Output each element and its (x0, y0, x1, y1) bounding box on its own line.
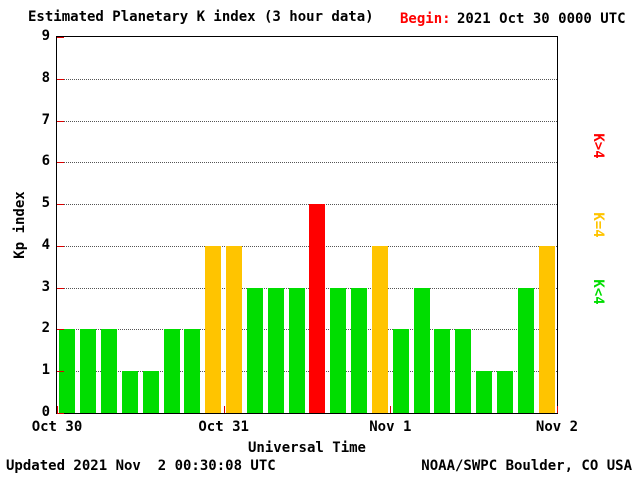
kp-bar (101, 329, 118, 413)
kp-bar (413, 287, 430, 413)
x-tick-label: Nov 2 (535, 419, 579, 435)
kp-bar (434, 329, 451, 413)
kp-bar (371, 245, 388, 413)
gridline (57, 120, 557, 122)
y-axis-tick (57, 287, 64, 289)
y-axis-tick (57, 413, 64, 414)
y-axis-tick (57, 37, 64, 38)
kp-bar (246, 287, 263, 413)
x-axis-tick (223, 406, 225, 413)
kp-bar (309, 204, 326, 413)
gridline (57, 287, 557, 289)
kp-bar (288, 287, 305, 413)
y-tick-label: 6 (41, 153, 50, 170)
kp-bar (330, 287, 347, 413)
y-axis-tick (57, 204, 64, 206)
y-tick-label: 8 (41, 69, 50, 86)
gridline (57, 329, 557, 331)
kp-bar (392, 329, 409, 413)
kp-bar (142, 371, 159, 413)
kp-bar (351, 287, 368, 413)
begin-start-time: 2021 Oct 30 0000 UTC (457, 11, 626, 27)
kp-bar (455, 329, 472, 413)
kp-bar (476, 371, 493, 413)
legend-label: K<4 (590, 279, 606, 305)
x-axis-title: Universal Time (247, 440, 366, 456)
y-tick-label: 2 (41, 320, 50, 337)
x-axis-tick (557, 406, 558, 413)
kp-bar (517, 287, 534, 413)
y-axis-tick (57, 120, 64, 122)
y-axis-tick (57, 245, 64, 247)
y-tick-label: 9 (41, 28, 50, 44)
kp-bar (163, 329, 180, 413)
kp-bar (121, 371, 138, 413)
kp-bar (205, 245, 222, 413)
x-axis-tick (390, 406, 392, 413)
y-tick-label: 7 (41, 111, 50, 128)
gridline (57, 204, 557, 206)
begin-label: Begin: (400, 11, 451, 27)
x-axis-tick (57, 406, 58, 413)
y-tick-label: 3 (41, 278, 50, 295)
y-axis-tick (57, 78, 64, 80)
y-tick-label: 1 (41, 362, 50, 379)
x-tick-label: Oct 30 (31, 419, 83, 435)
updated-timestamp: Updated 2021 Nov 2 00:30:08 UTC (6, 458, 276, 474)
legend-label: K=4 (590, 212, 606, 238)
kp-bar (226, 245, 243, 413)
x-tick-label: Nov 1 (369, 419, 412, 435)
gridline (57, 162, 557, 164)
y-axis-tick (57, 329, 64, 331)
kp-bar (267, 287, 284, 413)
credit-text: NOAA/SWPC Boulder, CO USA (421, 458, 632, 474)
kp-bar (538, 245, 555, 413)
gridline (57, 78, 557, 80)
y-axis-tick (57, 162, 64, 164)
x-tick-label: Oct 31 (198, 419, 249, 435)
y-tick-label: 4 (41, 236, 50, 253)
kp-bar (59, 329, 76, 413)
kp-bar (184, 329, 201, 413)
y-tick-label: 5 (41, 195, 50, 212)
plot-area (56, 36, 558, 414)
y-axis-title: Kp index (12, 191, 28, 259)
legend-label: K>4 (590, 133, 606, 159)
kp-bar (80, 329, 97, 413)
kp-bar (496, 371, 513, 413)
gridline (57, 245, 557, 247)
gridline (57, 371, 557, 373)
chart-title: Estimated Planetary K index (3 hour data… (28, 9, 374, 25)
y-tick-label: 0 (41, 404, 50, 420)
y-axis-tick (57, 371, 64, 373)
